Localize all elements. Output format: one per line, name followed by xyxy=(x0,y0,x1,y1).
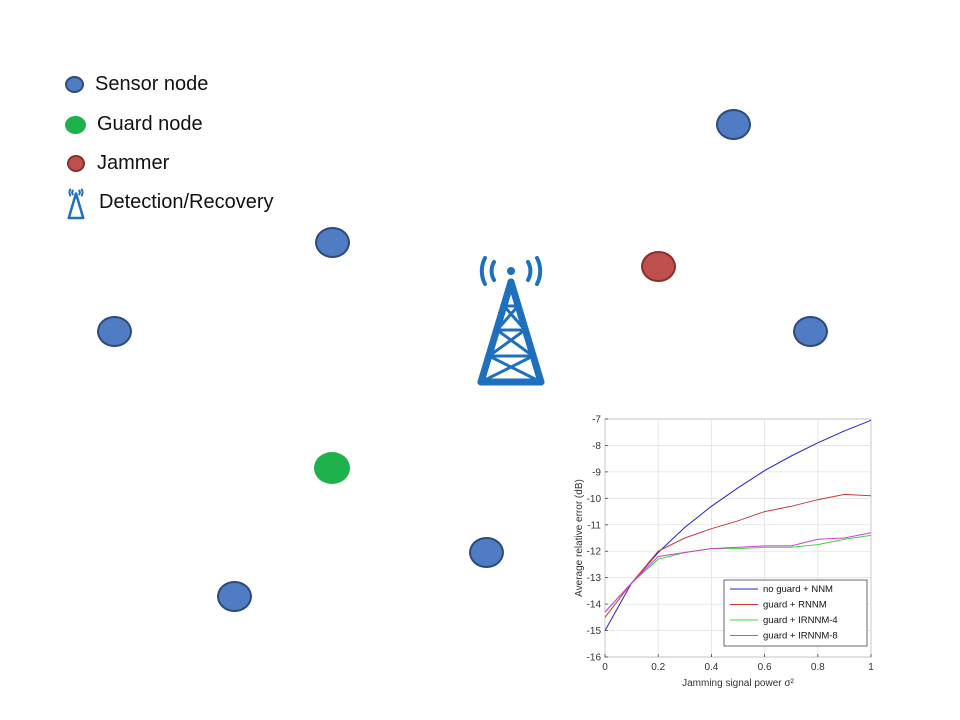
legend-label-guard: Guard node xyxy=(97,113,203,135)
legend-entry-1: no guard + NNM xyxy=(763,584,833,595)
x-tick-label: 0.6 xyxy=(758,662,772,673)
radio-tower-icon xyxy=(67,188,85,220)
sensor-node xyxy=(315,227,350,258)
sensor-node xyxy=(469,537,504,568)
y-tick-label: -11 xyxy=(587,520,601,531)
legend-label-jammer: Jammer xyxy=(97,152,170,174)
series-line-4 xyxy=(604,532,872,613)
sensor-node xyxy=(97,316,132,347)
y-tick-label: -7 xyxy=(592,415,601,426)
y-tick-label: -16 xyxy=(587,653,602,664)
series-line-1 xyxy=(604,419,872,631)
y-tick-label: -12 xyxy=(587,547,602,558)
y-axis-label: Average relative error (dB) xyxy=(574,479,585,597)
y-tick-label: -15 xyxy=(587,626,602,637)
x-tick-label: 0.2 xyxy=(651,662,665,673)
legend-entry-2: guard + RNNM xyxy=(763,600,827,611)
y-tick-label: -9 xyxy=(592,467,601,478)
series-line-3 xyxy=(604,534,872,613)
jammer-node xyxy=(641,251,676,282)
x-axis-label: Jamming signal power σ² xyxy=(682,678,794,689)
jammer-swatch xyxy=(67,155,85,172)
legend-label-detection: Detection/Recovery xyxy=(99,191,274,213)
y-tick-label: -13 xyxy=(587,573,602,584)
legend-entry-3: guard + IRNNM-4 xyxy=(763,615,838,626)
chart-ticks: 0 0.2 0.4 0.6 0.8 1 -16 -15 -14 -13 -12 -11 -10 -9 -8 -… xyxy=(587,415,875,674)
legend-entry-4: guard + IRNNM-8 xyxy=(763,631,838,642)
legend-label-sensor: Sensor node xyxy=(95,73,209,95)
y-tick-label: -14 xyxy=(587,600,602,611)
guard-node xyxy=(314,452,350,484)
x-tick-label: 0 xyxy=(602,662,608,673)
sensor-node xyxy=(793,316,828,347)
radio-tower-icon xyxy=(477,256,545,386)
x-tick-label: 1 xyxy=(868,662,874,673)
chart-series xyxy=(604,419,872,631)
sensor-node xyxy=(217,581,252,612)
y-tick-label: -8 xyxy=(592,441,601,452)
chart-legend: no guard + NNM guard + RNNM guard + IRNNM-… xyxy=(723,579,868,647)
sensor-node-swatch xyxy=(65,76,84,93)
x-tick-label: 0.4 xyxy=(704,662,718,673)
y-tick-label: -10 xyxy=(587,494,602,505)
error-line-chart: 0 0.2 0.4 0.6 0.8 1 -16 -15 -14 -13 -12 -11 -10 -9 -8 -… xyxy=(574,415,875,690)
x-tick-label: 0.8 xyxy=(811,662,825,673)
series-line-2 xyxy=(604,493,872,618)
guard-node-swatch xyxy=(65,116,86,134)
sensor-node xyxy=(716,109,751,140)
